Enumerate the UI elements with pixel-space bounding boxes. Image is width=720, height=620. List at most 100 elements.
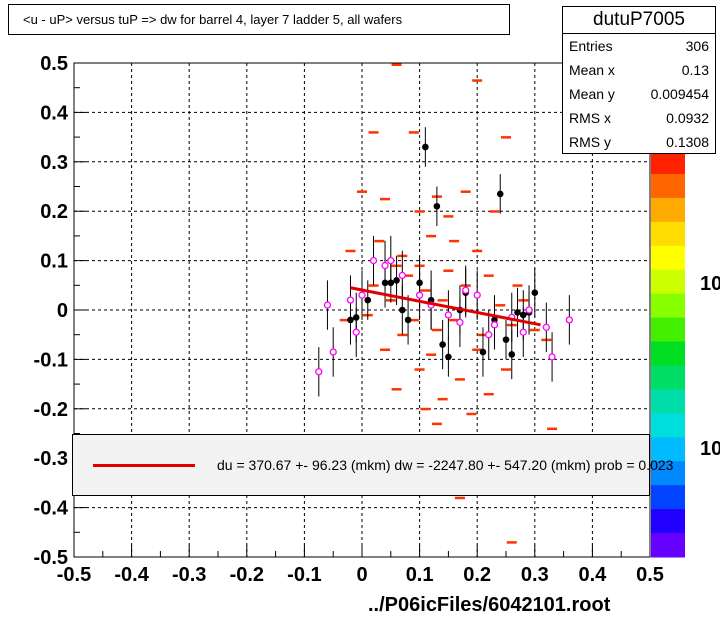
marker-point xyxy=(398,271,406,280)
x-tick-label: 0.3 xyxy=(521,564,549,586)
hist-cell xyxy=(420,289,431,292)
hist-cell xyxy=(403,274,414,277)
marker-point xyxy=(565,316,574,324)
y-tick-label: -0.2 xyxy=(34,399,68,421)
color-scale-label: 10 xyxy=(700,438,720,460)
hist-cell xyxy=(460,190,471,193)
marker-point xyxy=(473,291,481,299)
fit-line xyxy=(350,286,541,327)
y-tick-label: -0.4 xyxy=(34,498,69,520)
hist-cell xyxy=(380,197,391,201)
color-scale-band xyxy=(651,173,685,199)
marker-point xyxy=(485,331,493,339)
stats-row-rms-y: RMS y 0.1308 xyxy=(563,130,715,154)
marker-point xyxy=(369,256,378,265)
marker-point xyxy=(323,301,332,309)
profile-point xyxy=(496,190,504,198)
hist-cell xyxy=(547,427,558,431)
color-scale-band xyxy=(651,269,685,295)
hist-cell xyxy=(357,190,367,193)
marker-point xyxy=(315,368,323,376)
hist-cell xyxy=(501,136,511,139)
profile-point xyxy=(433,202,441,210)
stats-row-mean-y: Mean y 0.009454 xyxy=(563,82,715,106)
hist-cell xyxy=(414,368,425,371)
x-tick-label: -0.3 xyxy=(172,564,206,586)
hist-cell xyxy=(420,407,431,411)
profile-point xyxy=(364,296,372,304)
stats-value: 0.009454 xyxy=(650,86,709,102)
fit-legend-line xyxy=(93,464,195,467)
hist-cell xyxy=(472,249,483,253)
marker-point xyxy=(387,256,395,265)
hist-cell xyxy=(449,239,460,243)
profile-point xyxy=(479,348,487,356)
profile-point xyxy=(422,143,429,151)
stats-box: dutuP7005 Entries 306 Mean x 0.13 Mean y… xyxy=(562,6,716,154)
stats-value: 0.1308 xyxy=(666,134,709,150)
hist-cell xyxy=(489,210,500,213)
hist-cell xyxy=(391,388,402,391)
stats-row-mean-x: Mean x 0.13 xyxy=(563,58,715,82)
stats-value: 0.0932 xyxy=(666,110,709,126)
marker-point xyxy=(381,261,389,270)
hist-cell xyxy=(443,215,454,218)
profile-point xyxy=(445,353,452,361)
hist-cell xyxy=(431,328,442,332)
color-scale-band xyxy=(651,413,685,438)
profile-points xyxy=(347,127,539,380)
color-scale-band xyxy=(651,485,685,510)
y-tick-label: -0.5 xyxy=(34,547,68,569)
color-scale-band xyxy=(651,461,685,486)
hist-cell xyxy=(472,79,483,82)
hist-cell xyxy=(368,131,379,134)
x-tick-label: 0.4 xyxy=(578,564,607,586)
hist-cell xyxy=(437,397,448,401)
stats-key: RMS x xyxy=(569,110,611,126)
hist-cell xyxy=(472,348,483,352)
hist-cell xyxy=(529,328,540,332)
hist-cell xyxy=(408,131,419,134)
x-tick-label: 0.5 xyxy=(636,564,664,586)
x-tick-label: 0 xyxy=(356,564,367,586)
plot-title: <u - uP> versus tuP => dw for barrel 4, … xyxy=(8,4,510,35)
hist-cell xyxy=(426,353,437,356)
marker-point xyxy=(456,318,464,327)
hist-cell xyxy=(408,318,419,322)
file-label: ../P06icFiles/6042101.root xyxy=(368,594,611,616)
hist-cell xyxy=(380,348,391,352)
color-scale-band xyxy=(651,365,685,390)
hist-cell xyxy=(449,318,460,322)
stats-key: Entries xyxy=(569,38,613,54)
hist-cell xyxy=(339,318,350,322)
y-tick-label: -0.3 xyxy=(34,448,68,470)
fit-line-segment xyxy=(350,286,541,327)
profile-point xyxy=(531,289,539,297)
hist-cell xyxy=(374,239,385,243)
color-scale-labels: 10 10 xyxy=(700,273,720,460)
color-scale-band xyxy=(651,341,685,366)
x-tick-label: -0.5 xyxy=(57,564,91,586)
marker-point xyxy=(329,348,337,356)
profile-point xyxy=(399,306,406,314)
fit-legend: du = 370.67 +- 96.23 (mkm) dw = -2247.80… xyxy=(72,434,673,496)
hist-cell xyxy=(414,210,425,213)
hist-cell xyxy=(426,234,437,238)
stats-value: 306 xyxy=(685,38,709,54)
color-scale-band xyxy=(651,533,685,558)
profile-point xyxy=(393,277,400,284)
hist-cell xyxy=(506,541,517,544)
marker-point xyxy=(519,328,527,336)
color-scale-band xyxy=(651,437,685,462)
fit-legend-text: du = 370.67 +- 96.23 (mkm) dw = -2247.80… xyxy=(217,457,674,473)
color-scale-band xyxy=(651,245,685,271)
color-scale-band xyxy=(651,509,685,534)
hist-cell xyxy=(443,269,454,272)
y-tick-label: -0.1 xyxy=(34,349,68,371)
x-tick-label: -0.4 xyxy=(114,564,149,586)
marker-point xyxy=(346,296,355,304)
hist-cell xyxy=(501,368,511,371)
marker-point xyxy=(415,291,424,299)
y-tick-label: 0.2 xyxy=(40,201,68,223)
